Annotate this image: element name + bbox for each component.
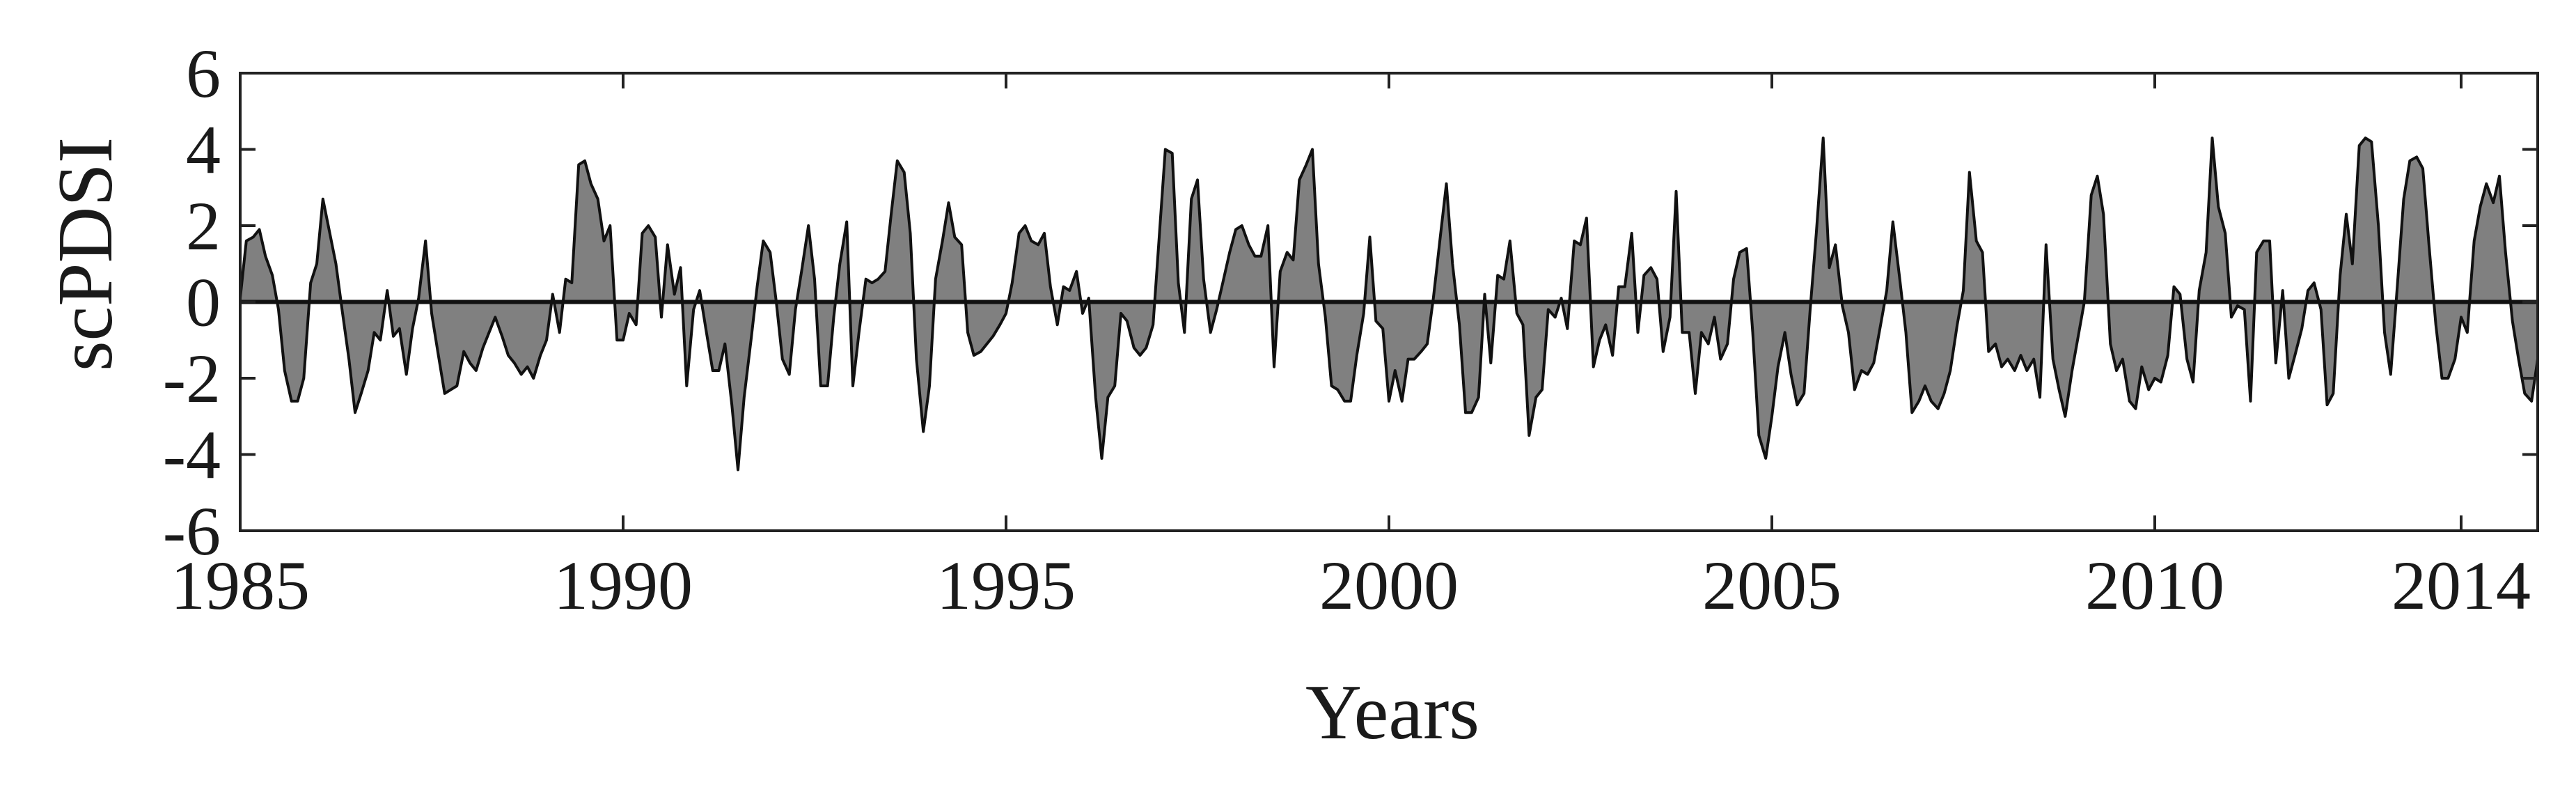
x-tick-label: 2005 [1702,547,1841,624]
y-tick-label: -4 [163,417,221,494]
x-axis-title: Years [1305,669,1479,756]
y-axis-title: scPDSI [42,137,129,371]
x-tick-label: 1995 [936,547,1076,624]
y-tick-label: 6 [186,35,221,112]
x-tick-label: 2000 [1319,547,1459,624]
y-tick-label: 2 [186,187,221,265]
y-tick-label: -2 [163,340,221,417]
x-tick-label: 1990 [553,547,693,624]
plot-area [239,137,2539,472]
y-tick-label: 0 [186,264,221,341]
x-tick-label: 2010 [2085,547,2224,624]
y-tick-label: -6 [163,492,221,570]
x-tick-label: 1985 [171,547,310,624]
x-tick-label: 2014 [2392,547,2531,624]
y-tick-label: 4 [186,111,221,189]
series-line [239,137,2539,472]
